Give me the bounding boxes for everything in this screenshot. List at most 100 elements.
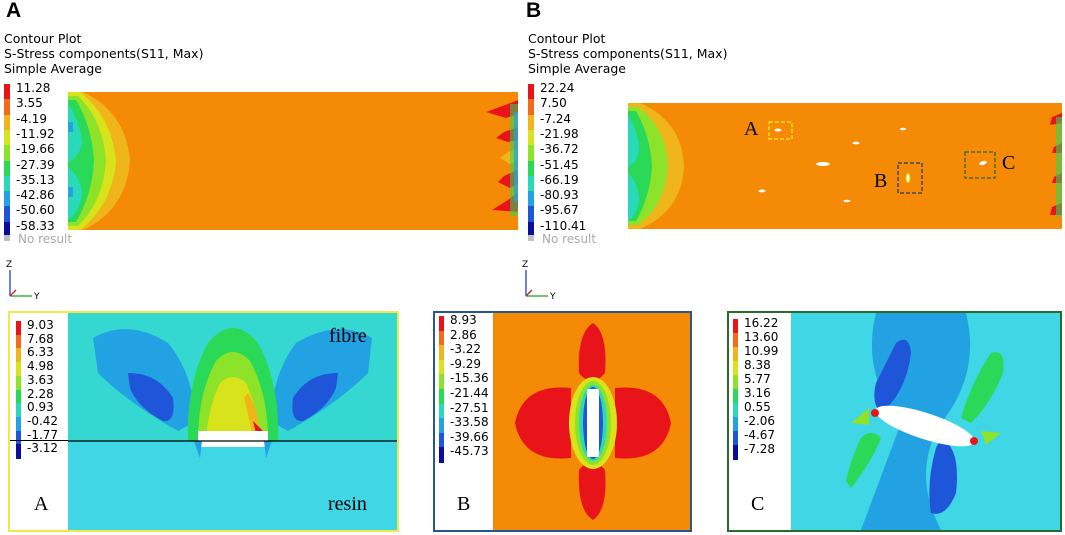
legend-value: -45.73 (450, 444, 489, 459)
legend-value: -11.92 (16, 126, 55, 141)
axis-z-label: Z (6, 260, 12, 270)
legend-swatch (16, 389, 21, 405)
legend-swatch (4, 221, 10, 238)
legend-value: 4.98 (27, 359, 54, 374)
legend-value: 8.93 (450, 313, 477, 327)
contour-plot-a (68, 92, 518, 230)
no-result-swatch (4, 235, 10, 241)
legend-swatch (4, 129, 10, 147)
legend-swatch (16, 416, 21, 432)
legend-value: -21.98 (540, 126, 579, 141)
legend-value: 5.77 (744, 372, 771, 386)
legend-swatch (528, 129, 534, 147)
legend-swatch (16, 430, 21, 446)
axis-y-label: Y (33, 292, 40, 302)
detail-b-contour (493, 313, 690, 530)
legend-swatch (733, 361, 738, 376)
legend-value: -27.39 (16, 157, 55, 172)
legend-value: -66.19 (540, 172, 579, 187)
legend-value: -95.67 (540, 203, 579, 218)
legend-value: 2.86 (450, 327, 477, 342)
legend-swatch (4, 114, 10, 131)
legend-value: 0.55 (744, 400, 771, 414)
marker-box-b (897, 162, 923, 194)
legend-value: -1.77 (27, 427, 59, 442)
legend-swatch (528, 84, 534, 101)
marker-box-a (768, 121, 793, 140)
legend-value: 3.16 (744, 386, 771, 400)
interface-line (10, 440, 68, 442)
legend-swatch (733, 431, 738, 446)
legend-swatch (528, 221, 534, 238)
header-b-line-2: S-Stress components(S11, Max) (528, 46, 728, 61)
marker-box-c (964, 151, 996, 179)
legend-swatch (528, 145, 534, 162)
axis-triad-a: Z Y (6, 260, 40, 302)
legend-value: -58.33 (16, 218, 55, 233)
legend-swatch (528, 175, 534, 193)
contour-plot-b (628, 103, 1062, 229)
legend-value: 7.68 (27, 331, 54, 346)
legend-swatch (439, 432, 444, 449)
header-a-line-3: Simple Average (4, 61, 102, 76)
legend-value: 2.28 (27, 386, 54, 401)
legend-value: -35.13 (16, 172, 55, 187)
legend-value: -51.45 (540, 157, 579, 172)
axis-z-label: Z (522, 260, 528, 270)
legend-swatch (439, 403, 444, 420)
header-b-line-1: Contour Plot (528, 31, 606, 46)
legend-swatch (439, 374, 444, 390)
marker-label-c: C (1002, 152, 1016, 174)
legend-swatch (733, 333, 738, 348)
legend-swatch (16, 362, 21, 377)
legend-value: -7.28 (744, 442, 776, 456)
legend-swatch (528, 114, 534, 131)
legend-value: 16.22 (744, 316, 779, 330)
legend-value: -110.41 (540, 218, 587, 233)
legend-swatch (439, 359, 444, 376)
legend-b: 22.24 7.50 -7.24 -21.98 -36.72 -51.45 -66.19 -8… (528, 81, 608, 246)
legend-value: -7.24 (540, 111, 572, 126)
detail-panel-b: 8.93 2.86 -3.22 -9.29 -15.36 -21.44 -27.51 -33.… (433, 311, 692, 532)
panel-letter-b: B (526, 0, 542, 22)
legend-value: 13.60 (744, 330, 779, 344)
legend-value: -50.60 (16, 203, 55, 218)
legend-value: 22.24 (540, 81, 575, 95)
axis-y-label: Y (549, 292, 556, 302)
legend-swatch (439, 330, 444, 347)
legend-value: 3.55 (16, 96, 43, 111)
detail-b-label: B (457, 493, 471, 515)
detail-c-contour (791, 313, 1060, 530)
legend-swatch (16, 348, 21, 364)
legend-swatch (4, 160, 10, 177)
legend-swatch (439, 316, 444, 332)
header-b-line-3: Simple Average (528, 61, 626, 76)
legend-value: 11.28 (16, 81, 51, 95)
legend-swatch (733, 375, 738, 390)
legend-value: 6.33 (27, 345, 54, 360)
legend-value: -4.67 (744, 428, 776, 442)
header-a: Contour Plot S-Stress components(S11, Ma… (4, 31, 203, 76)
legend-value: 10.99 (744, 344, 779, 358)
legend-value: 3.63 (27, 372, 54, 387)
legend-swatch (733, 389, 738, 404)
marker-label-a: A (744, 118, 759, 140)
legend-swatch (439, 389, 444, 405)
legend-value: -27.51 (450, 400, 489, 415)
legend-swatch (733, 445, 738, 460)
legend-swatch (439, 418, 444, 434)
axis-triad-b: Z Y (522, 260, 556, 302)
legend-swatch (4, 145, 10, 162)
legend-swatch (439, 345, 444, 361)
legend-swatch (16, 403, 21, 418)
detail-a-legend: 9.03 7.68 6.33 4.98 3.63 2.28 0.93 -0.42 -1.77 -3… (16, 318, 71, 471)
legend-value: -2.06 (744, 414, 776, 428)
legend-value: -3.22 (450, 342, 482, 357)
legend-swatch (733, 403, 738, 418)
legend-value: -39.66 (450, 429, 489, 444)
legend-value: 9.03 (27, 318, 54, 332)
legend-swatch (528, 206, 534, 223)
legend-value: -4.19 (16, 111, 48, 126)
legend-value: -80.93 (540, 188, 579, 203)
detail-a-fibre-label: fibre (329, 325, 367, 347)
